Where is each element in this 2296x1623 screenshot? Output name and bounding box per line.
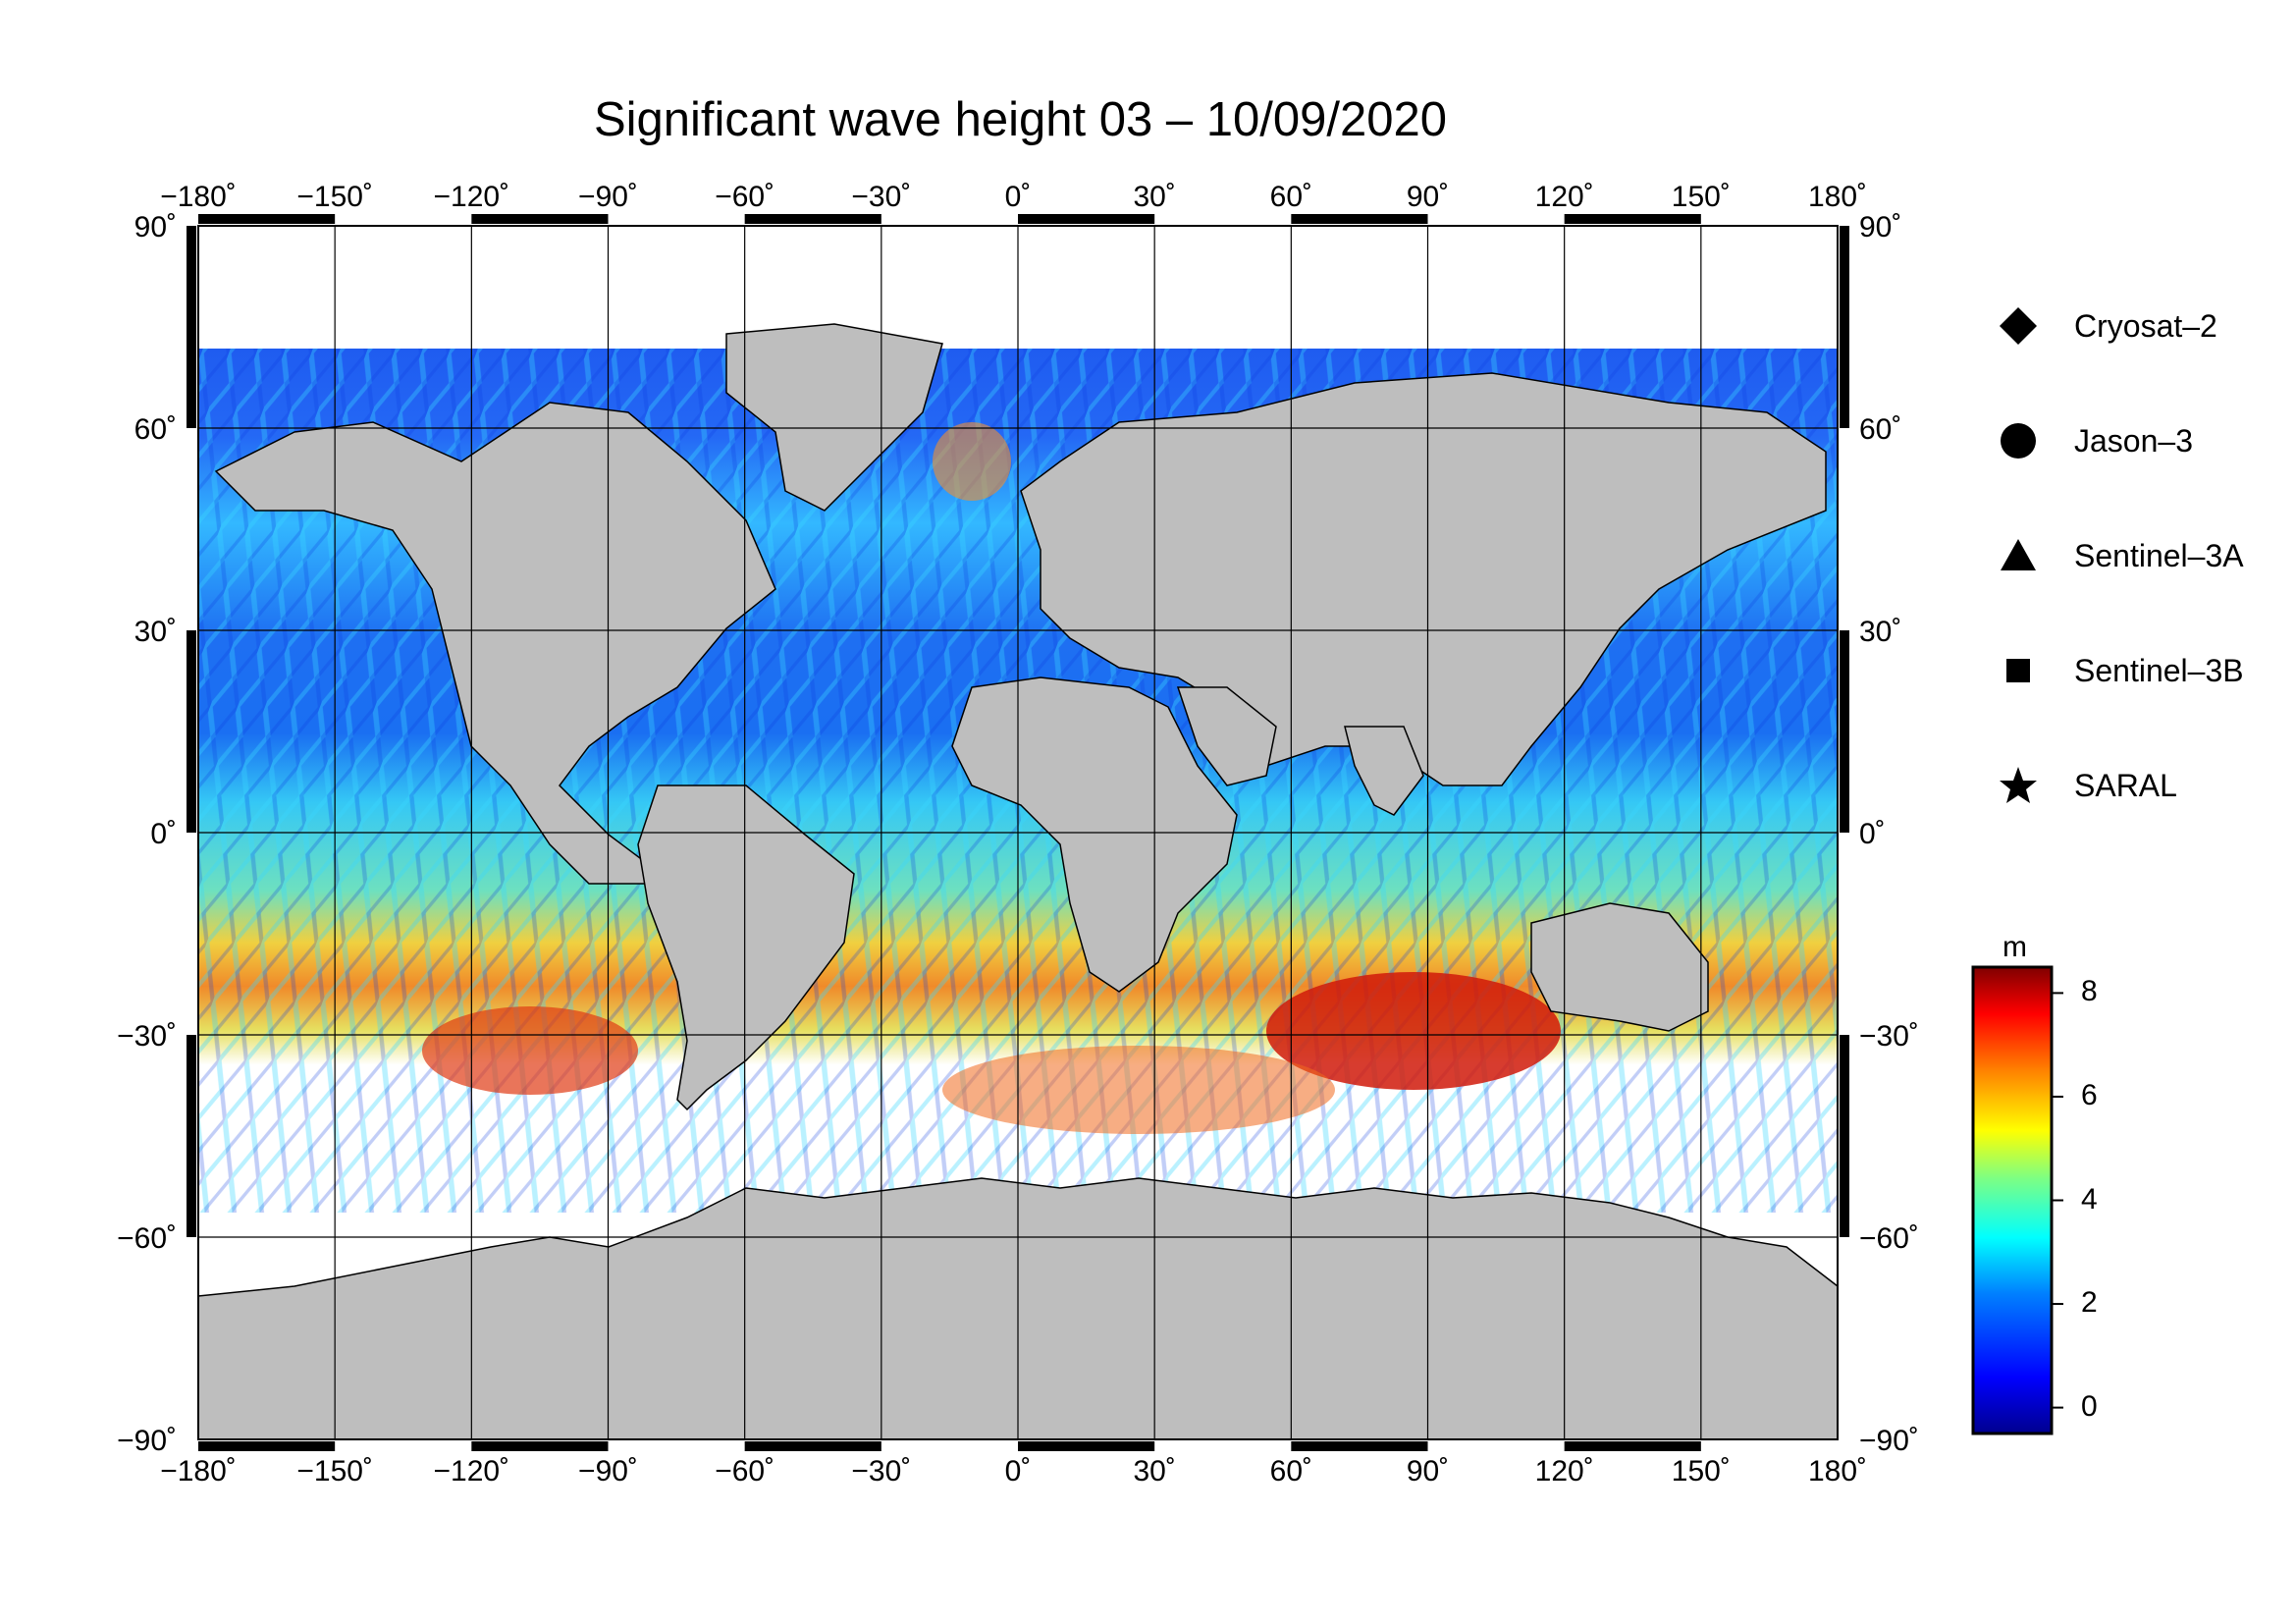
colorbar-tick-label: 4 (2081, 1182, 2098, 1216)
tick-labels: −180˚ −180˚ −150˚ −150˚ −120˚ −120˚ −90˚ −90˚ −6… (117, 181, 1919, 1488)
lon-tick-label-bottom: 0˚ (1005, 1455, 1032, 1488)
colorbar-tick-label: 6 (2081, 1078, 2098, 1111)
lat-tick-label-right: 90˚ (1859, 211, 1901, 243)
lon-tick-label-top: 0˚ (1005, 181, 1032, 213)
frame-bar (187, 630, 196, 833)
lat-tick-label-left: 0˚ (150, 818, 177, 850)
lat-tick-label-left: −30˚ (117, 1020, 177, 1053)
lat-tick-label-right: 60˚ (1859, 413, 1901, 446)
frame-bar (1291, 1441, 1428, 1451)
chart-title: Significant wave height 03 – 10/09/2020 (593, 93, 1448, 146)
lon-tick-label-bottom: 150˚ (1672, 1455, 1731, 1488)
high-swh-south-pacific (422, 1006, 638, 1095)
diamond-icon (1998, 305, 2039, 347)
lon-tick-label-top: −150˚ (296, 181, 373, 213)
lon-tick-label-bottom: 60˚ (1270, 1455, 1312, 1488)
frame-bar (1840, 1035, 1849, 1237)
frame-bar (1018, 1441, 1155, 1451)
lat-tick-label-right: −60˚ (1859, 1222, 1919, 1255)
frame-bar (471, 214, 609, 224)
land-greenland (725, 323, 943, 512)
legend-item-sentinel-3a: Sentinel–3A (1998, 526, 2244, 585)
high-swh-south-atlantic (942, 1046, 1335, 1134)
frame-bar (187, 226, 196, 428)
lat-tick-label-left: 90˚ (134, 211, 177, 243)
legend-label: SARAL (2074, 767, 2177, 803)
lon-tick-label-bottom: −180˚ (160, 1455, 237, 1488)
lon-tick-label-bottom: −150˚ (296, 1455, 373, 1488)
colorbar-tick-label: 8 (2081, 975, 2098, 1008)
colorbar-tick-label: 0 (2081, 1389, 2098, 1423)
lat-tick-label-right: −30˚ (1859, 1020, 1919, 1053)
star-icon (1998, 765, 2039, 806)
legend-label: Cryosat–2 (2074, 307, 2217, 344)
lon-tick-label-top: −60˚ (715, 181, 774, 213)
colorbar-tick-label: 2 (2081, 1286, 2098, 1320)
lon-tick-label-top: −30˚ (851, 181, 911, 213)
lat-tick-label-left: −60˚ (117, 1222, 177, 1255)
frame-bar (471, 1441, 609, 1451)
lat-tick-label-left: 60˚ (134, 413, 177, 446)
circle-icon (1998, 420, 2039, 461)
frame-bar (1840, 226, 1849, 428)
colorbar-unit: m (2002, 931, 2027, 963)
lon-tick-label-bottom: 90˚ (1407, 1455, 1449, 1488)
frame-bar (1840, 630, 1849, 833)
lon-tick-label-bottom: 30˚ (1133, 1455, 1175, 1488)
lon-tick-label-top: 60˚ (1270, 181, 1312, 213)
lon-tick-label-top: 180˚ (1808, 181, 1867, 213)
legend-label: Jason–3 (2074, 422, 2193, 459)
map-frame-bars (187, 214, 1849, 1451)
lon-tick-label-bottom: −30˚ (851, 1455, 911, 1488)
frame-bar (1564, 1441, 1701, 1451)
frame-bar (1018, 214, 1155, 224)
lon-tick-label-bottom: −60˚ (715, 1455, 774, 1488)
frame-bar (198, 214, 336, 224)
lon-tick-label-bottom: −90˚ (578, 1455, 638, 1488)
colorbar-ticks (2052, 992, 2063, 1409)
land-arabia (1176, 686, 1277, 786)
land-india (1344, 726, 1424, 816)
lon-tick-label-bottom: −120˚ (434, 1455, 510, 1488)
lat-tick-label-left: 30˚ (134, 616, 177, 648)
lon-tick-label-top: 120˚ (1535, 181, 1594, 213)
frame-bar (744, 1441, 881, 1451)
lat-tick-label-right: −90˚ (1859, 1425, 1919, 1457)
lat-tick-label-right: 30˚ (1859, 616, 1901, 648)
frame-bar (187, 1035, 196, 1237)
land-north-america (214, 402, 776, 885)
legend-item-cryosat-2: Cryosat–2 (1998, 297, 2217, 355)
high-swh-north-atlantic (933, 422, 1011, 501)
lon-tick-label-top: 90˚ (1407, 181, 1449, 213)
lon-tick-label-top: −120˚ (434, 181, 510, 213)
high-swh-indian-ocean (1266, 972, 1561, 1090)
frame-bar (744, 214, 881, 224)
legend-item-saral: SARAL (1998, 756, 2177, 815)
frame-bar (1564, 214, 1701, 224)
lon-tick-label-top: 150˚ (1672, 181, 1731, 213)
colorbar (1971, 965, 2054, 1435)
lat-tick-label-right: 0˚ (1859, 818, 1886, 850)
legend-item-jason-3: Jason–3 (1998, 411, 2193, 470)
legend-label: Sentinel–3B (2074, 652, 2244, 688)
lon-tick-label-bottom: 120˚ (1535, 1455, 1594, 1488)
square-icon (1998, 650, 2039, 691)
lat-tick-label-left: −90˚ (117, 1425, 177, 1457)
lon-tick-label-top: 30˚ (1133, 181, 1175, 213)
legend-item-sentinel-3b: Sentinel–3B (1998, 641, 2244, 700)
lon-tick-label-bottom: 180˚ (1808, 1455, 1867, 1488)
frame-bar (1291, 214, 1428, 224)
triangle-icon (1998, 535, 2039, 576)
lon-tick-label-top: −180˚ (160, 181, 237, 213)
frame-bar (198, 1441, 336, 1451)
land-south-america (637, 784, 855, 1111)
legend-label: Sentinel–3A (2074, 537, 2244, 573)
map-frame (197, 225, 1839, 1440)
land-australia (1530, 902, 1709, 1032)
lon-tick-label-top: −90˚ (578, 181, 638, 213)
